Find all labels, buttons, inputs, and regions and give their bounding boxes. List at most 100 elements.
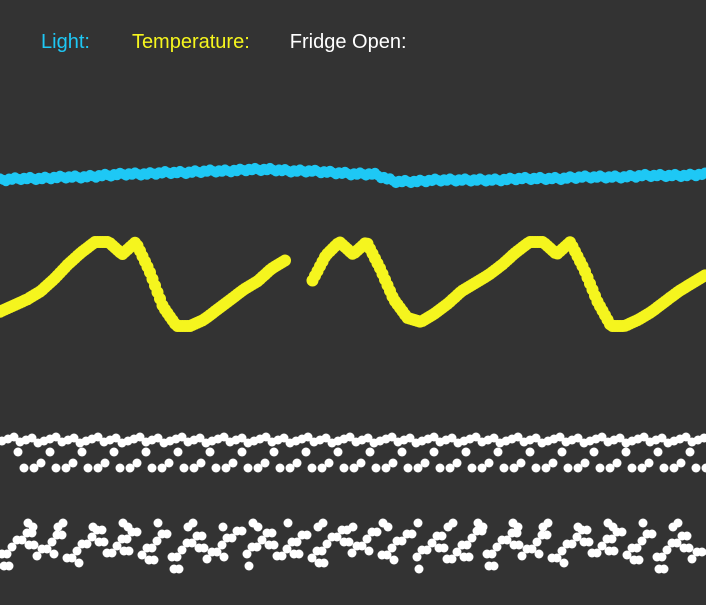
fridge-open-point xyxy=(153,518,163,528)
fridge-open-point xyxy=(383,522,393,532)
fridge-open-point xyxy=(157,463,167,473)
fridge-open-point xyxy=(676,458,686,468)
fridge-open-point xyxy=(452,547,462,557)
fridge-open-point xyxy=(612,458,622,468)
fridge-open-point xyxy=(531,463,541,473)
fridge-open-series xyxy=(0,432,706,574)
fridge-open-point xyxy=(147,463,157,473)
fridge-open-point xyxy=(68,458,78,468)
fridge-open-point xyxy=(345,432,355,442)
fridge-open-point xyxy=(212,547,222,557)
fridge-open-point xyxy=(653,447,663,457)
fridge-open-point xyxy=(107,548,117,558)
fridge-open-point xyxy=(357,541,367,551)
fridge-open-point xyxy=(49,549,59,559)
fridge-open-point xyxy=(605,463,615,473)
fridge-open-point xyxy=(452,458,462,468)
fridge-open-point xyxy=(563,463,573,473)
fridge-open-point xyxy=(2,549,12,559)
fridge-open-point xyxy=(269,540,279,550)
fridge-open-point xyxy=(261,432,271,442)
temperature-point xyxy=(699,269,706,282)
fridge-open-point xyxy=(685,447,695,457)
fridge-open-point xyxy=(627,463,637,473)
fridge-open-point xyxy=(77,447,87,457)
fridge-open-point xyxy=(243,463,253,473)
fridge-open-point xyxy=(413,518,423,528)
fridge-open-point xyxy=(532,537,542,547)
fridge-open-point xyxy=(397,536,407,546)
fridge-open-point xyxy=(405,433,415,443)
fridge-open-point xyxy=(607,534,617,544)
fridge-open-point xyxy=(27,433,37,443)
fridge-open-point xyxy=(493,447,503,457)
fridge-open-point xyxy=(42,544,52,554)
fridge-open-point xyxy=(237,526,247,536)
fridge-open-point xyxy=(332,532,342,542)
fridge-open-point xyxy=(414,564,424,574)
fridge-open-point xyxy=(111,433,121,443)
fridge-open-point xyxy=(292,537,302,547)
fridge-open-point xyxy=(322,539,332,549)
fridge-open-point xyxy=(448,518,458,528)
fridge-open-point xyxy=(28,522,38,532)
fridge-open-point xyxy=(437,531,447,541)
fridge-open-point xyxy=(74,558,84,568)
fridge-open-point xyxy=(218,522,228,532)
fridge-open-point xyxy=(318,518,328,528)
fridge-open-point xyxy=(317,546,327,556)
fridge-open-point xyxy=(219,432,229,442)
fridge-open-point xyxy=(691,463,701,473)
fridge-open-point xyxy=(365,447,375,457)
fridge-open-point xyxy=(317,463,327,473)
fridge-open-point xyxy=(499,463,509,473)
fridge-open-point xyxy=(382,550,392,560)
fridge-open-point xyxy=(324,458,334,468)
fridge-open-point xyxy=(152,536,162,546)
fridge-open-point xyxy=(534,549,544,559)
fridge-open-point xyxy=(149,555,159,565)
fridge-open-point xyxy=(362,534,372,544)
fridge-open-point xyxy=(83,463,93,473)
fridge-open-point xyxy=(32,551,42,561)
fridge-open-point xyxy=(217,540,227,550)
fridge-open-point xyxy=(527,544,537,554)
fridge-open-point xyxy=(199,543,209,553)
fridge-open-point xyxy=(237,433,247,443)
fridge-open-point xyxy=(275,463,285,473)
fridge-open-point xyxy=(701,463,706,473)
fridge-open-point xyxy=(17,535,27,545)
fridge-open-point xyxy=(580,458,590,468)
fridge-open-point xyxy=(487,549,497,559)
fridge-open-point xyxy=(637,463,647,473)
fridge-open-point xyxy=(93,432,103,442)
fridge-open-point xyxy=(57,530,67,540)
fridge-open-point xyxy=(387,432,397,442)
fridge-open-point xyxy=(279,433,289,443)
fridge-open-point xyxy=(282,544,292,554)
fridge-open-point xyxy=(292,458,302,468)
fridge-open-point xyxy=(682,531,692,541)
fridge-open-point xyxy=(319,558,329,568)
fridge-open-point xyxy=(13,447,23,457)
fridge-open-point xyxy=(555,432,565,442)
fridge-open-point xyxy=(211,463,221,473)
fridge-open-point xyxy=(429,447,439,457)
fridge-open-point xyxy=(177,545,187,555)
fridge-open-point xyxy=(662,545,672,555)
fridge-open-point xyxy=(228,458,238,468)
fridge-open-point xyxy=(484,458,494,468)
light-series xyxy=(0,162,706,189)
fridge-open-point xyxy=(294,549,304,559)
fridge-open-point xyxy=(227,533,237,543)
fridge-open-point xyxy=(196,458,206,468)
fridge-open-point xyxy=(592,548,602,558)
fridge-open-point xyxy=(647,529,657,539)
fridge-open-point xyxy=(141,447,151,457)
fridge-open-point xyxy=(387,543,397,553)
fridge-open-point xyxy=(584,537,594,547)
fridge-open-point xyxy=(51,463,61,473)
fridge-open-point xyxy=(684,543,694,553)
fridge-open-point xyxy=(221,463,231,473)
